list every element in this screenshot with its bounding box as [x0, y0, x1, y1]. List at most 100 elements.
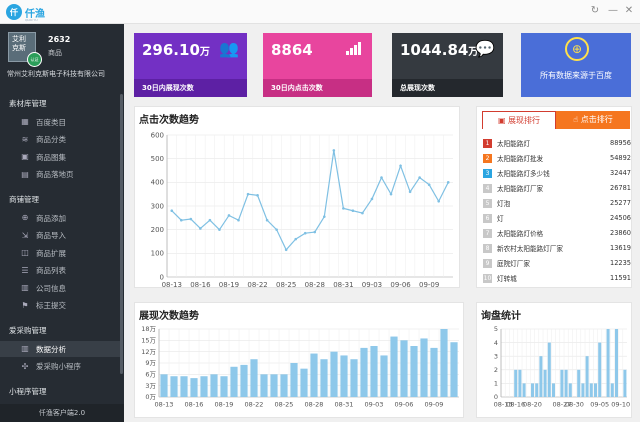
- ranking-row[interactable]: 9 庭院灯厂家 12235: [483, 257, 631, 269]
- click-trend-chart[interactable]: 0 100 200 300 400 500 600 08-13 08-16 08-19 08-22 0…: [135, 107, 461, 289]
- rank-count: 88956: [610, 139, 631, 147]
- data-point: [284, 248, 288, 252]
- signal-icon: [346, 39, 364, 59]
- data-point: [189, 217, 193, 221]
- sidebar: 艾利克斯 认证 2632 商品 常州艾利克斯电子科技有限公司 素材库管理 ▦ 百度类…: [0, 24, 124, 422]
- x-tick-label: 09-06: [390, 281, 411, 289]
- bar: [260, 374, 268, 397]
- sidebar-item[interactable]: ⚑ 标王提交: [0, 298, 122, 314]
- clicks-30d-card[interactable]: 8864 30日内点击次数: [263, 33, 372, 97]
- rank-count: 12235: [610, 259, 631, 267]
- sidebar-section-title[interactable]: 爱采购管理: [9, 326, 47, 335]
- sidebar-item[interactable]: ⇲ 商品导入: [0, 228, 122, 244]
- ranking-row[interactable]: 4 太阳能路灯厂家 26781: [483, 182, 631, 194]
- click-trend-panel: 点击次数趋势 0 100 200 300 400 500 600 08-13 08-16 08-1…: [134, 106, 461, 289]
- sidebar-item[interactable]: ▣ 商品图集: [0, 149, 122, 165]
- rank-number: 2: [483, 153, 492, 163]
- refresh-icon[interactable]: ↻: [590, 5, 600, 16]
- x-tick-label: 08-22: [247, 281, 267, 289]
- ranking-row[interactable]: 2 太阳能路灯批发 54892: [483, 152, 631, 164]
- impression-trend-chart[interactable]: 0万 3万 6万 9万 12万 15万 18万 08-13 08-16 08-19 08-22 08-…: [135, 303, 465, 419]
- sidebar-item-label: 商品扩展: [36, 248, 66, 258]
- sidebar-item[interactable]: ✣ 爱采购小程序: [0, 359, 122, 375]
- bar: [440, 329, 448, 397]
- total-impressions-label: 总展现次数: [392, 79, 503, 97]
- inquiry-stats-title: 询盘统计: [481, 311, 521, 322]
- tab-impression-ranking[interactable]: ▣ 展现排行: [482, 111, 556, 129]
- sidebar-section-title[interactable]: 素材库管理: [9, 99, 47, 108]
- minimize-button[interactable]: —: [608, 5, 618, 16]
- x-tick-label: 08-13: [162, 281, 182, 289]
- bar: [180, 376, 188, 397]
- ranking-row[interactable]: 10 灯转城 11591: [483, 272, 631, 284]
- sidebar-item[interactable]: ☰ 商品列表: [0, 263, 122, 279]
- bar: [581, 383, 585, 397]
- y-tick-label: 0: [494, 393, 498, 401]
- ranking-row[interactable]: 8 新农村太阳能路灯厂家 13619: [483, 242, 631, 254]
- y-tick-label: 18万: [141, 325, 156, 333]
- rank-keyword: 新农村太阳能路灯厂家: [497, 245, 563, 253]
- bar: [560, 369, 564, 397]
- sidebar-item-label: 标王提交: [36, 301, 66, 310]
- rank-count: 26781: [610, 184, 631, 192]
- ranking-row[interactable]: 6 灯 24506: [483, 212, 631, 224]
- data-source-card[interactable]: ⊕ 所有数据来源于百度: [521, 33, 631, 97]
- bar: [280, 374, 288, 397]
- sidebar-section-title[interactable]: 商铺管理: [9, 195, 39, 204]
- x-tick-label: 08-25: [276, 281, 296, 289]
- data-point: [427, 183, 431, 186]
- y-tick-label: 0万: [145, 393, 156, 401]
- x-tick-label: 08-30: [565, 401, 584, 409]
- bar: [564, 369, 568, 397]
- rank-number: 9: [483, 258, 492, 268]
- data-point: [199, 227, 202, 230]
- tab-click-ranking-label: 点击排行: [580, 115, 613, 124]
- bar: [370, 346, 378, 397]
- ranking-row[interactable]: 3 太阳能路灯多少钱 32447: [483, 167, 631, 179]
- ranking-row[interactable]: 1 太阳能路灯 88956: [483, 137, 631, 149]
- rank-number: 6: [483, 213, 492, 223]
- sidebar-item[interactable]: ▥ 数据分析: [0, 341, 122, 357]
- rank-keyword: 太阳能路灯: [497, 140, 530, 148]
- sidebar-scrollbar[interactable]: [120, 94, 123, 374]
- bar: [593, 383, 598, 397]
- ranking-row[interactable]: 5 灯泡 25277: [483, 197, 631, 209]
- y-tick-label: 4: [494, 339, 498, 347]
- sidebar-item[interactable]: ≋ 商品分类: [0, 132, 122, 148]
- x-tick-label: 09-09: [419, 281, 439, 289]
- sidebar-item[interactable]: ▥ 公司信息: [0, 280, 122, 296]
- logo-text: 仟渔: [25, 8, 45, 20]
- data-point: [389, 192, 393, 196]
- ranking-row[interactable]: 7 太阳能路灯价格 23860: [483, 227, 631, 239]
- globe-icon: ⊕: [565, 37, 589, 61]
- y-tick-label: 500: [151, 155, 164, 163]
- x-tick-label: 09-09: [425, 401, 444, 409]
- data-point: [418, 176, 421, 179]
- bar: [606, 329, 610, 397]
- bar: [350, 359, 358, 397]
- close-button[interactable]: ✕: [624, 5, 634, 16]
- impressions-30d-card[interactable]: 296.10万 👥 30日内展现次数: [134, 33, 247, 97]
- sidebar-item[interactable]: ⊕ 商品添加: [0, 210, 122, 226]
- total-impressions-card[interactable]: 1044.84万 💬 总展现次数: [392, 33, 503, 97]
- image-icon: ▣: [21, 152, 29, 161]
- sidebar-section-title[interactable]: 小程序管理: [9, 387, 47, 396]
- rank-number: 10: [483, 273, 492, 283]
- bar: [577, 369, 581, 397]
- bar: [623, 369, 627, 397]
- sidebar-item[interactable]: ▦ 百度类目: [0, 114, 122, 130]
- clicks-30d-value: 8864: [271, 41, 313, 59]
- title-bar: 仟 仟渔 QIAN YU ↻ — ✕: [0, 0, 640, 24]
- sidebar-item[interactable]: ◫ 商品扩展: [0, 245, 122, 261]
- y-tick-label: 0: [160, 273, 164, 281]
- data-point: [332, 149, 336, 152]
- data-point: [294, 237, 297, 241]
- click-trend-title: 点击次数趋势: [139, 115, 199, 126]
- tab-click-ranking[interactable]: ☝ 点击排行: [556, 111, 630, 129]
- rank-number: 7: [483, 228, 492, 238]
- data-point: [408, 190, 412, 194]
- bar: [190, 378, 198, 397]
- sidebar-item[interactable]: ▤ 商品落地页: [0, 167, 122, 183]
- sidebar-item-label: 爱采购小程序: [36, 362, 81, 371]
